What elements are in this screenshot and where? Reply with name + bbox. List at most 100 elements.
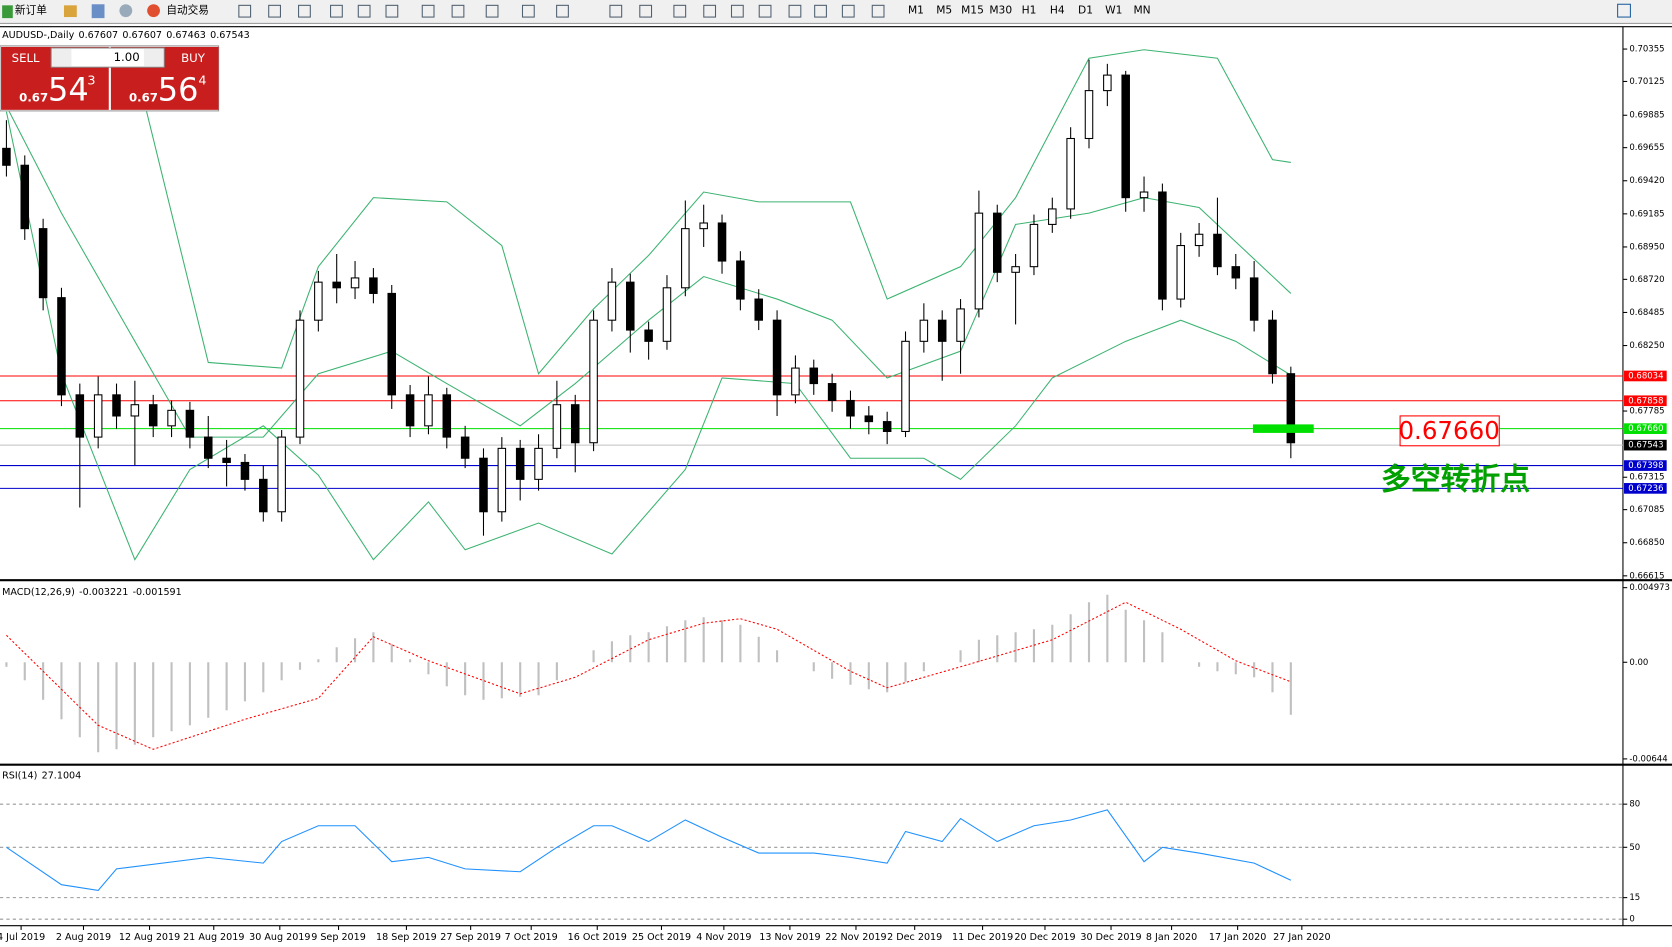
header-value: -0.001591: [133, 586, 182, 597]
toolbar-icon[interactable]: [385, 4, 399, 18]
toolbar-icon[interactable]: [758, 4, 772, 18]
auto-trade-button[interactable]: 自动交易: [166, 4, 209, 17]
timeframe-button[interactable]: M5: [936, 4, 952, 17]
y-tick-label: 0.69420: [1629, 176, 1664, 186]
level-label: 0.67660: [1628, 424, 1663, 434]
candle-body: [314, 281, 323, 321]
x-tick-label: 4 Nov 2019: [696, 932, 751, 943]
toolbar-icons: M1 M5 M15 M30 H1 H4 D1 W1 MN: [238, 4, 1151, 18]
candle-body: [479, 457, 488, 513]
candle-body: [1176, 245, 1186, 300]
timeframe-button[interactable]: D1: [1078, 4, 1093, 17]
candle-body: [148, 404, 158, 427]
y-tick-label: 0.67085: [1629, 505, 1664, 515]
toolbar-icon[interactable]: [841, 4, 855, 18]
new-order-button[interactable]: 新订单: [15, 4, 47, 17]
toolbar-icon[interactable]: [268, 4, 281, 18]
candle-body: [992, 212, 1002, 273]
level-label-bg: [1624, 395, 1667, 407]
candle-body: [1158, 191, 1167, 300]
timeframe-button[interactable]: M30: [989, 4, 1012, 17]
x-tick-label: 16 Oct 2019: [568, 932, 627, 943]
toolbar-icon[interactable]: [639, 4, 653, 18]
toolbar-icon[interactable]: [91, 4, 105, 19]
buy-price-point: 4: [198, 74, 206, 89]
trade-panel: SELL BUY 1.00 0.67 54 3 0.67 56 4: [0, 45, 220, 112]
candle-body: [644, 329, 653, 342]
toolbar-icon[interactable]: [730, 4, 744, 18]
search-icon[interactable]: [1617, 3, 1631, 18]
toolbar-icon[interactable]: [238, 4, 252, 18]
candle-body: [424, 394, 433, 427]
volume-input[interactable]: [50, 47, 165, 68]
y-tick-label: 0.69185: [1629, 209, 1664, 219]
toolbar-icon[interactable]: [673, 4, 687, 18]
header-title: RSI(14): [2, 770, 37, 781]
volume-up[interactable]: [143, 49, 164, 67]
x-tick-label: 12 Aug 2019: [119, 932, 180, 943]
timeframe-button[interactable]: W1: [1105, 4, 1122, 17]
candle-body: [167, 409, 176, 427]
candle-body: [240, 461, 250, 480]
toolbar-icon[interactable]: [298, 4, 311, 18]
candle-body: [1286, 373, 1296, 444]
timeframe-button[interactable]: M1: [908, 4, 924, 17]
toolbar-icon[interactable]: [421, 4, 435, 18]
candle-body: [937, 319, 947, 342]
candle-body: [460, 436, 470, 459]
toolbar-icon[interactable]: [788, 4, 802, 18]
candle-body: [956, 308, 965, 342]
toolbar-icon[interactable]: [521, 4, 535, 18]
candle-body: [1249, 277, 1259, 321]
current-price-bg: [1624, 439, 1667, 451]
new-order-icon[interactable]: [2, 5, 13, 19]
y-tick-label: 0.66850: [1629, 538, 1664, 548]
candle-body: [387, 292, 397, 396]
timeframe-button[interactable]: MN: [1133, 4, 1150, 17]
candle-body: [203, 436, 213, 459]
annotation-box: [1399, 415, 1500, 447]
candle-body: [1139, 191, 1149, 199]
x-tick-label: 20 Dec 2019: [1014, 932, 1075, 943]
toolbar-icon[interactable]: [814, 4, 827, 18]
candle-body: [589, 319, 598, 444]
toolbar-icon[interactable]: [609, 4, 623, 18]
toolbar-icon[interactable]: [119, 4, 133, 18]
toolbar-icon[interactable]: [330, 4, 343, 18]
toolbar-icon[interactable]: [357, 4, 371, 18]
bollinger-band: [134, 49, 1291, 375]
level-label-bg: [1624, 423, 1667, 434]
candle-body: [259, 478, 268, 513]
plots: 0.70355 0.70125 0.69885 0.69655 0.69420 0.691…: [0, 30, 1670, 943]
toolbar-icon[interactable]: [63, 5, 77, 18]
x-tick-label: 2 Dec 2019: [887, 932, 942, 943]
timeframe-button[interactable]: H4: [1050, 4, 1065, 17]
toolbar-icon[interactable]: [703, 4, 717, 18]
volume-down[interactable]: [52, 49, 72, 67]
candle-body: [2, 147, 11, 166]
timeframe-button[interactable]: M15: [961, 4, 984, 17]
x-tick-label: 11 Dec 2019: [952, 932, 1013, 943]
toolbar-icon[interactable]: [485, 4, 499, 18]
candle-body: [772, 319, 782, 396]
x-tick-label: 27 Sep 2019: [440, 932, 501, 943]
y-tick-label: 0.68950: [1629, 242, 1664, 252]
candle-body: [570, 404, 580, 444]
indicator-header: AUDUSD-,Daily 0.67607 0.67607 0.67463 0.6754…: [2, 30, 250, 41]
candle-body: [736, 260, 745, 300]
auto-trade-icon[interactable]: [147, 4, 160, 18]
candle-body: [75, 394, 85, 438]
candle-body: [1048, 208, 1057, 225]
toolbar-icon[interactable]: [451, 4, 465, 18]
timeframe-button[interactable]: H1: [1022, 4, 1037, 17]
candle-body: [20, 164, 30, 230]
candle-body: [809, 367, 819, 385]
toolbar-icon[interactable]: [556, 4, 569, 18]
level-label-bg: [1624, 460, 1667, 471]
current-price-label: 0.67543: [1628, 441, 1663, 451]
candle-body: [607, 281, 617, 321]
y-tick-label: 0.69655: [1629, 143, 1664, 153]
x-tick-label: 30 Dec 2019: [1080, 932, 1141, 943]
toolbar-icon[interactable]: [871, 4, 885, 18]
y-tick-label: 0.67315: [1629, 473, 1664, 483]
